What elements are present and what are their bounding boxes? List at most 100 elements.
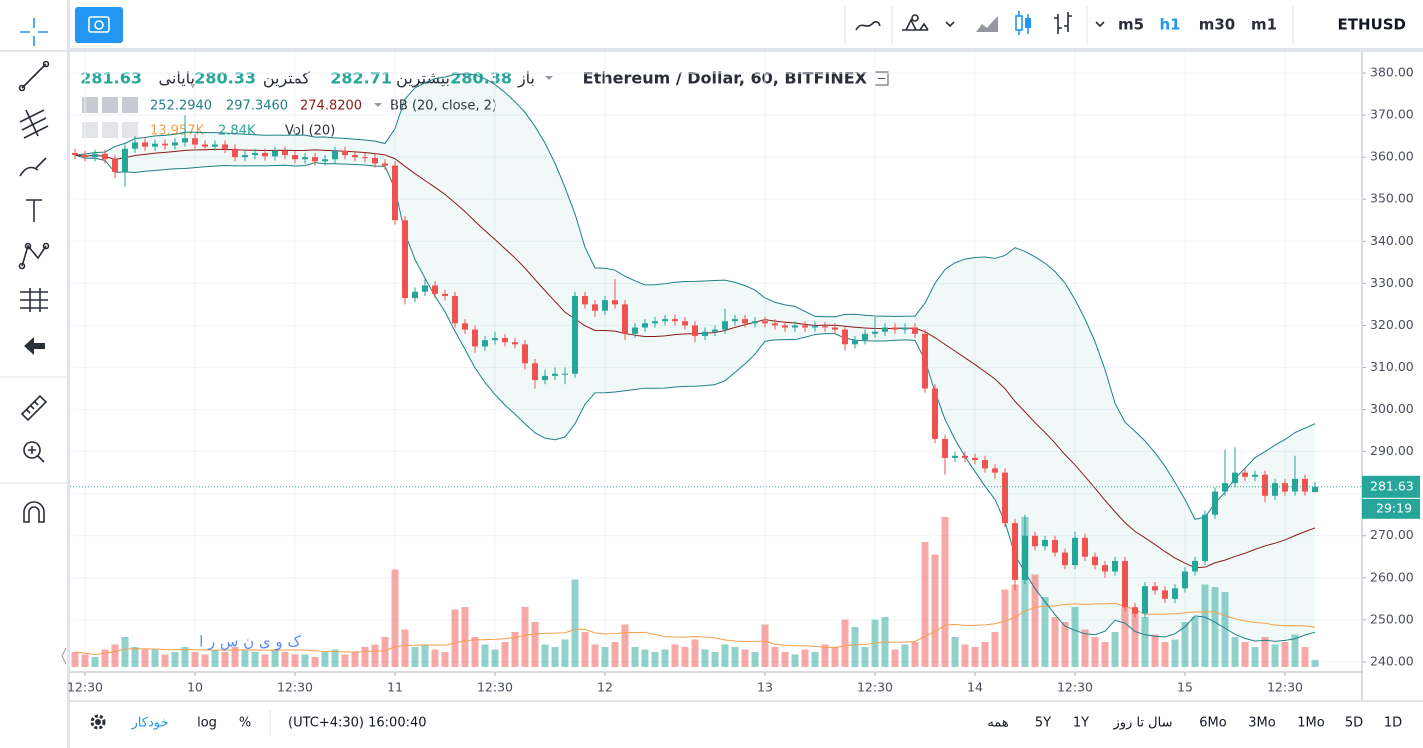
countdown-box — [1362, 498, 1420, 519]
volume-bar — [381, 637, 389, 667]
range-button[interactable]: 6Mo — [1199, 716, 1226, 731]
ohlc-label: باز — [517, 69, 535, 89]
y-tick-label: 250.00 — [1370, 611, 1414, 626]
volume-bar — [1291, 634, 1299, 667]
bb-menu[interactable] — [374, 103, 382, 107]
indicators-icon[interactable] — [902, 14, 929, 31]
bb-controls[interactable] — [82, 97, 138, 113]
magnet-tool[interactable] — [23, 501, 45, 523]
volume-bar — [841, 619, 849, 667]
range-button[interactable]: 1Y — [1073, 716, 1089, 731]
volume-bar — [141, 649, 149, 667]
volume-bar — [1271, 644, 1279, 667]
snapshot-button[interactable] — [75, 7, 123, 43]
bb-upper — [74, 73, 1316, 520]
candle-body — [942, 438, 948, 458]
scroll-left[interactable] — [61, 647, 67, 665]
volume-bar — [391, 569, 399, 667]
candle-body — [502, 338, 508, 343]
candle-body — [1152, 586, 1158, 591]
volume-bar — [1161, 642, 1169, 667]
area-icon[interactable] — [976, 16, 998, 32]
candle-body — [542, 375, 548, 381]
back-arrow[interactable] — [24, 337, 45, 355]
bb-lower: 252.2940 — [150, 99, 212, 114]
volume-bar — [891, 649, 899, 667]
range-button[interactable]: 1Mo — [1297, 716, 1324, 731]
volume-bar — [801, 649, 809, 667]
trend-line-tool[interactable] — [18, 60, 50, 92]
log-scale[interactable]: log — [197, 716, 217, 731]
brush-tool[interactable] — [19, 157, 47, 177]
volume-bar — [101, 649, 109, 667]
volume-bar — [321, 652, 329, 667]
clock: (UTC+4:30) 16:00:40 — [288, 716, 427, 731]
candle-body — [302, 157, 308, 160]
candle-body — [1212, 491, 1218, 515]
candle-body — [1202, 514, 1208, 561]
compare-icon[interactable] — [855, 20, 881, 31]
volume-bar — [581, 632, 589, 667]
ruler-tool[interactable] — [20, 394, 48, 422]
interval-button[interactable]: m1 — [1251, 16, 1277, 34]
range-button[interactable]: 3Mo — [1248, 716, 1275, 731]
volume-bar — [541, 644, 549, 667]
bb-lower — [74, 154, 1316, 642]
range-button[interactable]: سال تا روز — [1113, 716, 1173, 731]
candle-body — [772, 323, 778, 326]
legend-menu[interactable] — [545, 76, 553, 80]
percent-scale[interactable]: % — [239, 716, 251, 731]
candle-body — [692, 325, 698, 336]
candle-body — [482, 340, 488, 347]
candles-icon[interactable] — [1015, 11, 1031, 35]
text-tool[interactable] — [26, 199, 42, 222]
y-tick-label: 260.00 — [1370, 569, 1414, 584]
range-button[interactable]: 5D — [1345, 716, 1363, 731]
vol-ma: 13.957K — [150, 124, 204, 139]
range-button[interactable]: همه — [987, 716, 1008, 731]
volume-bar — [361, 647, 369, 667]
bars-icon[interactable] — [1054, 12, 1072, 34]
zoom-tool[interactable] — [23, 441, 45, 463]
dropdown-icon[interactable] — [1095, 21, 1105, 28]
volume-bar — [1111, 632, 1119, 667]
candle-body — [922, 333, 928, 389]
prediction-tool[interactable] — [20, 288, 48, 312]
volume-bar — [1091, 637, 1099, 667]
volume-bar — [931, 554, 939, 667]
fib-tool[interactable] — [19, 109, 49, 139]
crosshair-tool[interactable] — [20, 18, 48, 46]
candle-body — [182, 138, 188, 143]
volume-bar — [531, 622, 539, 667]
dropdown-icon[interactable] — [945, 21, 955, 28]
candle-body — [652, 321, 658, 324]
volume-bar — [261, 654, 269, 667]
volume-bar — [371, 644, 379, 667]
pattern-tool[interactable] — [18, 242, 50, 270]
volume-bar — [181, 647, 189, 667]
symbol-name[interactable]: ETHUSD — [1338, 16, 1406, 34]
auto-scale[interactable]: خودکار — [131, 716, 169, 731]
candle-body — [392, 165, 398, 221]
bb-name: BB (20, close, 2) — [390, 99, 497, 114]
candle-body — [932, 388, 938, 439]
volume-bar — [1141, 617, 1149, 667]
ohlc-label: کمترین — [263, 69, 311, 89]
interval-button[interactable]: m5 — [1118, 16, 1144, 34]
settings-gear[interactable] — [90, 714, 106, 730]
range-button[interactable]: 5Y — [1035, 716, 1051, 731]
candle-body — [452, 295, 458, 324]
volume-bar — [1181, 622, 1189, 667]
interval-button[interactable]: h1 — [1159, 16, 1180, 34]
interval-button[interactable]: m30 — [1199, 16, 1236, 34]
candle-body — [722, 321, 728, 330]
candle-body — [632, 327, 638, 334]
volume-bar — [161, 654, 169, 667]
candle-body — [312, 157, 318, 162]
vol-controls[interactable] — [82, 122, 138, 138]
x-tick-label: 12:30 — [67, 680, 103, 695]
volume-bar — [301, 654, 309, 667]
candle-body — [912, 327, 918, 334]
range-button[interactable]: 1D — [1384, 716, 1402, 731]
volume-bar — [1011, 584, 1019, 667]
